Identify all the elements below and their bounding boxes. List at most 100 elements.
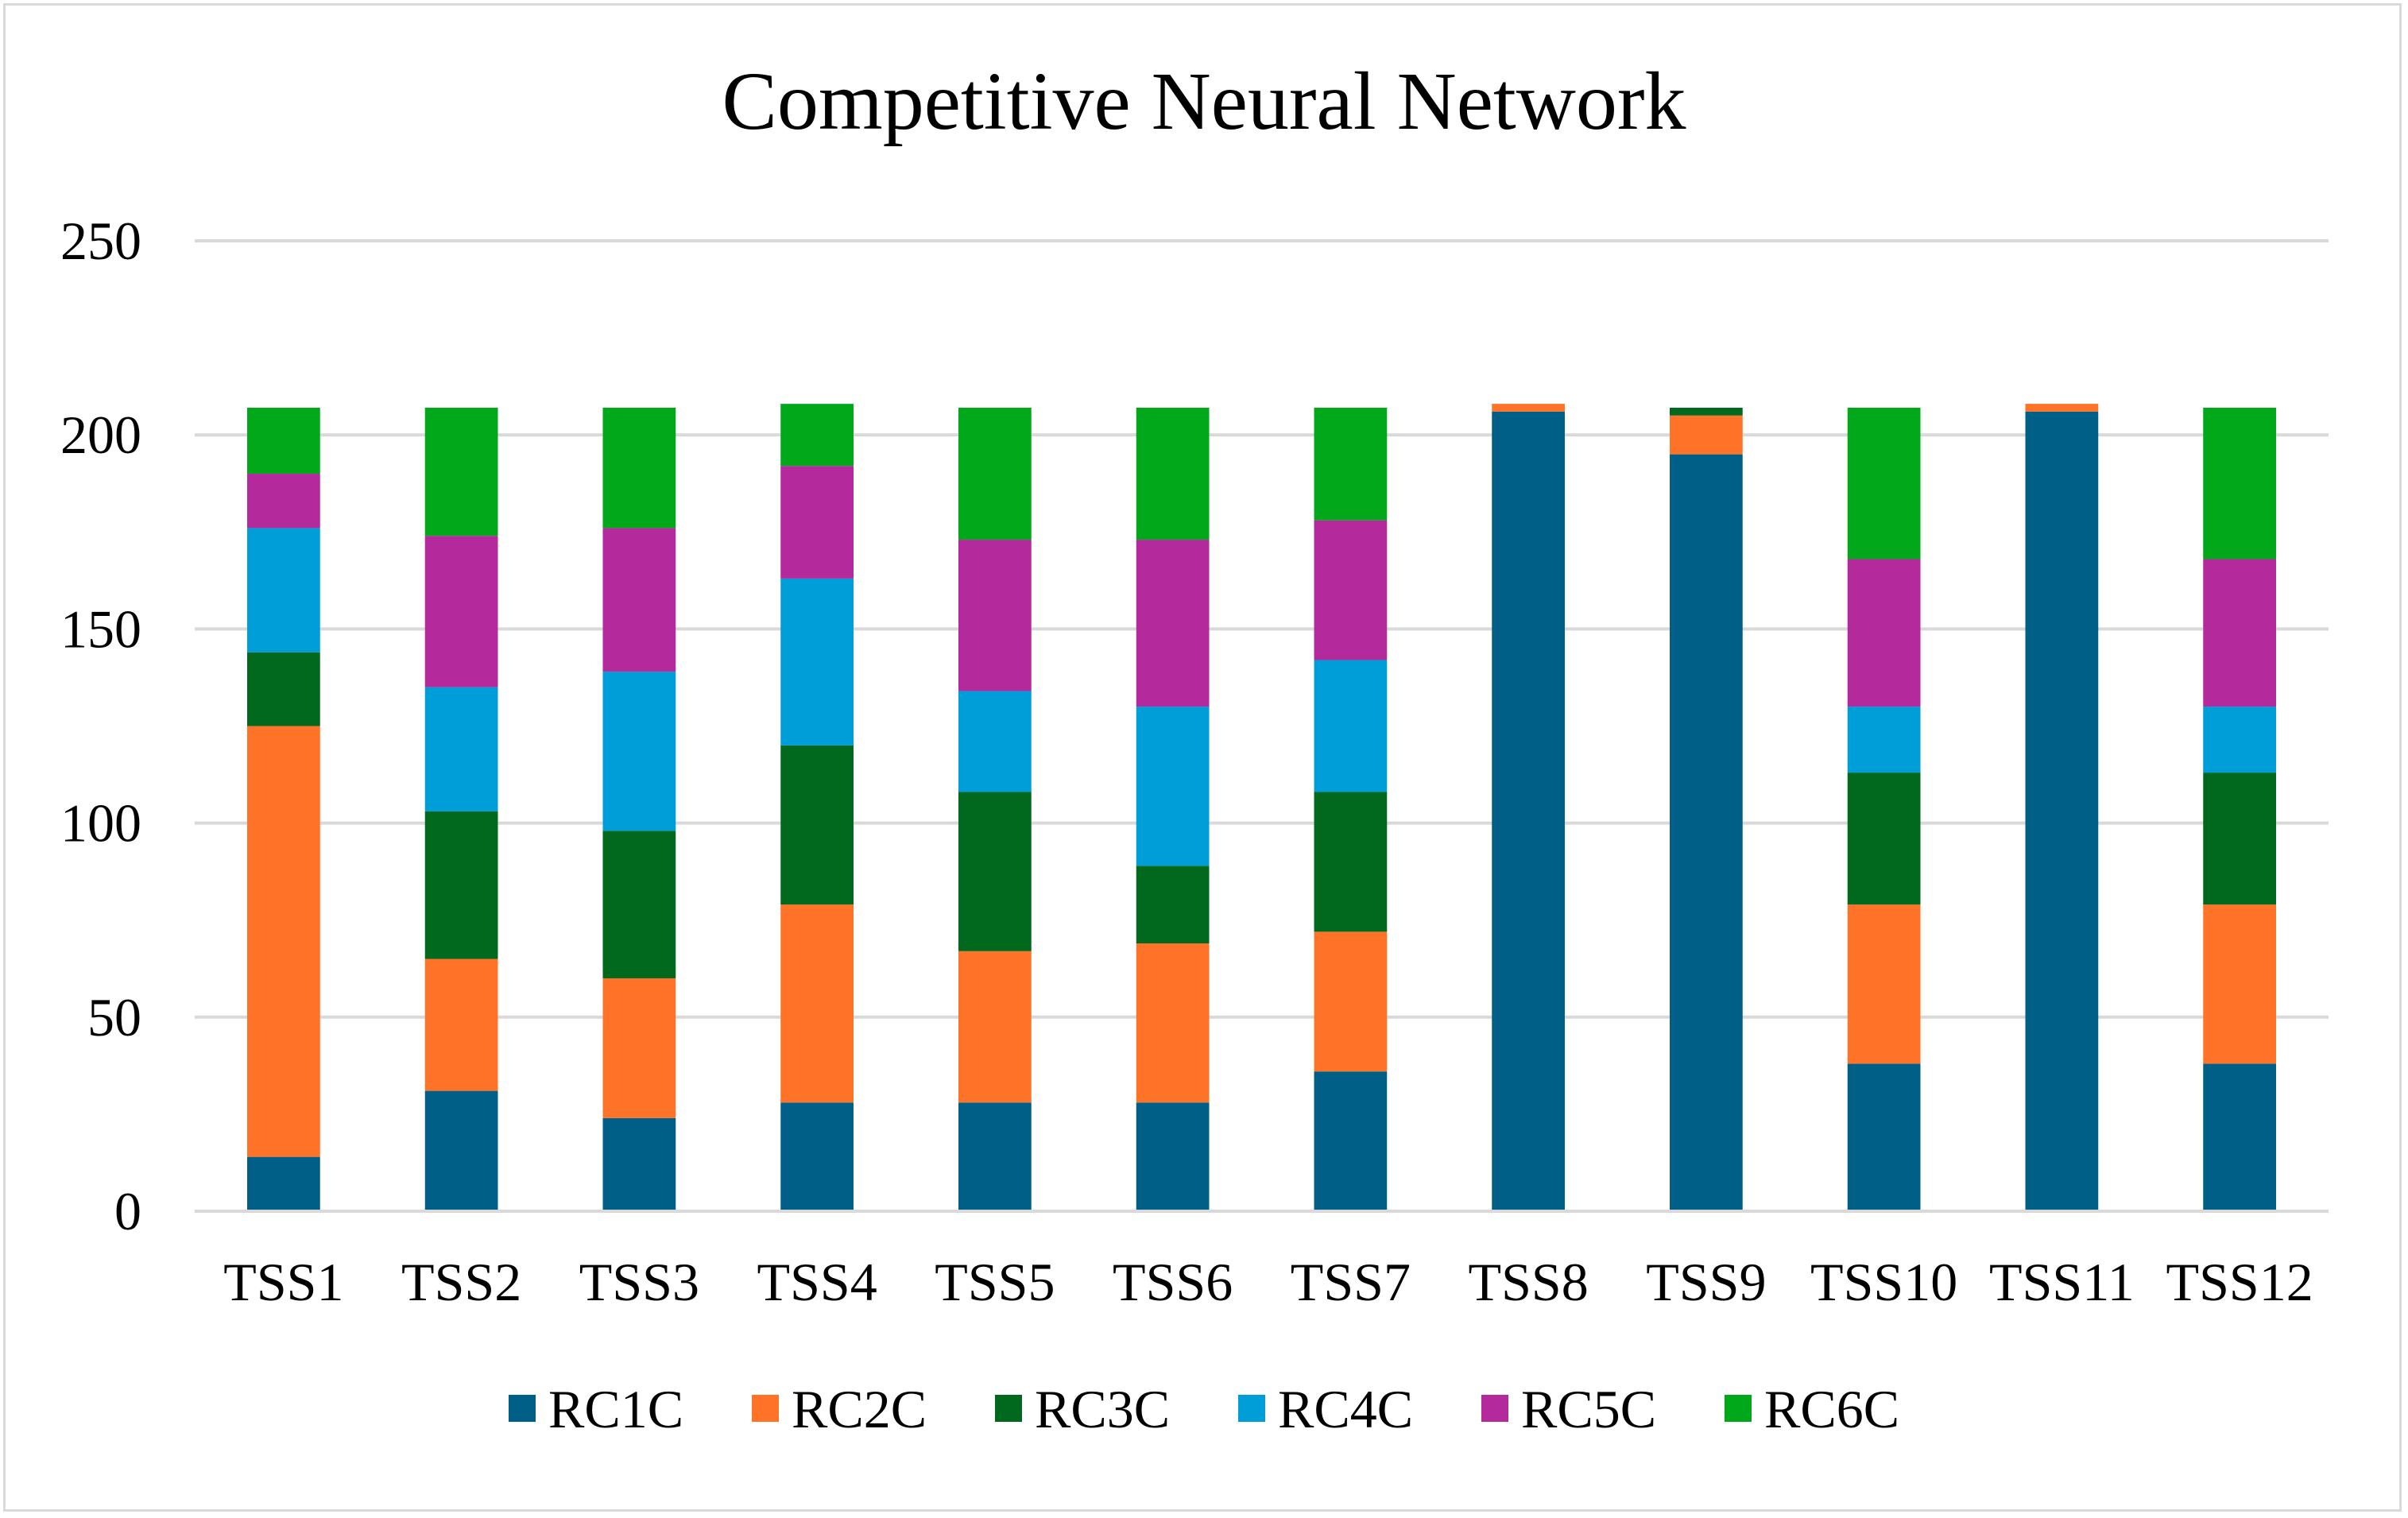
bar-rc1c-tss12	[2203, 1063, 2276, 1211]
x-tick-label: TSS4	[757, 1252, 877, 1312]
bar-rc5c-tss12	[2203, 559, 2276, 707]
x-tick-label: TSS1	[223, 1252, 343, 1312]
x-axis-ticks: TSS1 TSS2 TSS3 TSS4 TSS5 TSS6 TSS7 TSS8 TSS9 TSS1…	[223, 1252, 2313, 1312]
legend-swatch	[995, 1395, 1022, 1422]
legend-item-rc4c: RC4C	[1238, 1379, 1413, 1439]
x-tick-label: TSS12	[2166, 1252, 2313, 1312]
bar-rc4c-tss2	[424, 687, 498, 811]
x-tick-label: TSS2	[401, 1252, 521, 1312]
bar-rc4c-tss5	[958, 691, 1032, 792]
legend-item-rc1c: RC1C	[509, 1379, 683, 1439]
legend-swatch	[509, 1395, 536, 1422]
bar-rc3c-tss10	[1847, 773, 1921, 905]
bar-rc5c-tss10	[1847, 559, 1921, 707]
x-tick-label: TSS3	[579, 1252, 699, 1312]
bar-rc6c-tss5	[958, 408, 1032, 540]
bar-rc3c-tss5	[958, 792, 1032, 951]
bar-rc2c-tss2	[424, 958, 498, 1091]
legend-swatch	[1238, 1395, 1265, 1422]
bar-rc6c-tss1	[247, 408, 320, 474]
legend: RC1C RC2C RC3C RC4C RC5C RC6C	[509, 1379, 1899, 1439]
bar-rc2c-tss1	[247, 726, 320, 1157]
bar-rc1c-tss2	[424, 1090, 498, 1211]
bar-rc5c-tss7	[1314, 520, 1388, 660]
legend-swatch	[1481, 1395, 1508, 1422]
bar-rc1c-tss10	[1847, 1063, 1921, 1211]
legend-item-rc3c: RC3C	[995, 1379, 1170, 1439]
bar-rc4c-tss6	[1136, 707, 1210, 866]
x-tick-label: TSS11	[1989, 1252, 2135, 1312]
bar-rc3c-tss7	[1314, 792, 1388, 932]
bar-rc2c-tss7	[1314, 931, 1388, 1072]
bar-rc1c-tss6	[1136, 1102, 1210, 1211]
bar-rc6c-tss4	[780, 404, 854, 467]
legend-item-rc6c: RC6C	[1725, 1379, 1899, 1439]
bar-rc6c-tss3	[602, 408, 676, 529]
y-axis-ticks: 0 50 100 150 200 250	[60, 211, 141, 1241]
x-tick-label: TSS10	[1810, 1252, 1957, 1312]
legend-label: RC5C	[1521, 1379, 1656, 1439]
bar-rc2c-tss8	[1492, 404, 1565, 412]
bar-rc1c-tss7	[1314, 1071, 1388, 1211]
bar-rc1c-tss5	[958, 1102, 1032, 1211]
bar-rc4c-tss3	[602, 672, 676, 831]
bar-rc2c-tss4	[780, 904, 854, 1103]
bar-rc3c-tss9	[1670, 408, 1743, 416]
bar-rc5c-tss2	[424, 536, 498, 687]
legend-item-rc5c: RC5C	[1481, 1379, 1656, 1439]
legend-label: RC1C	[548, 1379, 683, 1439]
x-tick-label: TSS5	[935, 1252, 1055, 1312]
bar-rc4c-tss4	[780, 578, 854, 745]
bar-rc5c-tss4	[780, 466, 854, 579]
bar-rc6c-tss7	[1314, 408, 1388, 521]
bar-rc6c-tss12	[2203, 408, 2276, 560]
y-tick-label: 50	[87, 987, 141, 1047]
bar-rc4c-tss12	[2203, 707, 2276, 773]
bar-rc5c-tss1	[247, 474, 320, 529]
bar-segments	[247, 404, 2276, 1211]
legend-label: RC2C	[792, 1379, 927, 1439]
bar-rc3c-tss4	[780, 745, 854, 905]
y-tick-label: 250	[60, 211, 141, 271]
bar-rc5c-tss6	[1136, 540, 1210, 707]
bar-rc4c-tss7	[1314, 660, 1388, 792]
bar-rc2c-tss10	[1847, 904, 1921, 1064]
gridlines	[195, 239, 2329, 1019]
x-tick-label: TSS7	[1291, 1252, 1411, 1312]
bar-rc4c-tss1	[247, 528, 320, 653]
bar-rc6c-tss2	[424, 408, 498, 536]
bar-rc3c-tss2	[424, 811, 498, 959]
bar-rc1c-tss9	[1670, 454, 1743, 1211]
bar-rc1c-tss1	[247, 1156, 320, 1211]
bar-rc3c-tss6	[1136, 865, 1210, 944]
bar-rc1c-tss11	[2025, 411, 2099, 1211]
bar-rc6c-tss10	[1847, 408, 1921, 560]
bar-rc3c-tss12	[2203, 773, 2276, 905]
x-tick-label: TSS6	[1113, 1252, 1233, 1312]
y-tick-label: 0	[114, 1181, 141, 1241]
bar-rc3c-tss3	[602, 831, 676, 978]
chart-title: Competitive Neural Network	[722, 56, 1686, 147]
legend-label: RC3C	[1035, 1379, 1170, 1439]
bar-rc2c-tss5	[958, 951, 1032, 1103]
y-tick-label: 100	[60, 793, 141, 854]
y-tick-label: 150	[60, 598, 141, 659]
bar-rc2c-tss11	[2025, 404, 2099, 412]
x-tick-label: TSS8	[1469, 1252, 1589, 1312]
bar-rc1c-tss8	[1492, 411, 1565, 1211]
x-tick-label: TSS9	[1646, 1252, 1766, 1312]
legend-swatch	[1725, 1395, 1752, 1422]
bar-rc4c-tss10	[1847, 707, 1921, 773]
legend-swatch	[752, 1395, 779, 1422]
bar-rc2c-tss3	[602, 978, 676, 1118]
bar-rc5c-tss5	[958, 540, 1032, 691]
legend-label: RC4C	[1278, 1379, 1413, 1439]
bar-rc6c-tss6	[1136, 408, 1210, 540]
bar-rc3c-tss1	[247, 652, 320, 726]
bar-rc2c-tss12	[2203, 904, 2276, 1064]
bar-rc1c-tss3	[602, 1117, 676, 1211]
legend-label: RC6C	[1764, 1379, 1899, 1439]
bar-rc2c-tss9	[1670, 415, 1743, 455]
bar-rc2c-tss6	[1136, 943, 1210, 1103]
